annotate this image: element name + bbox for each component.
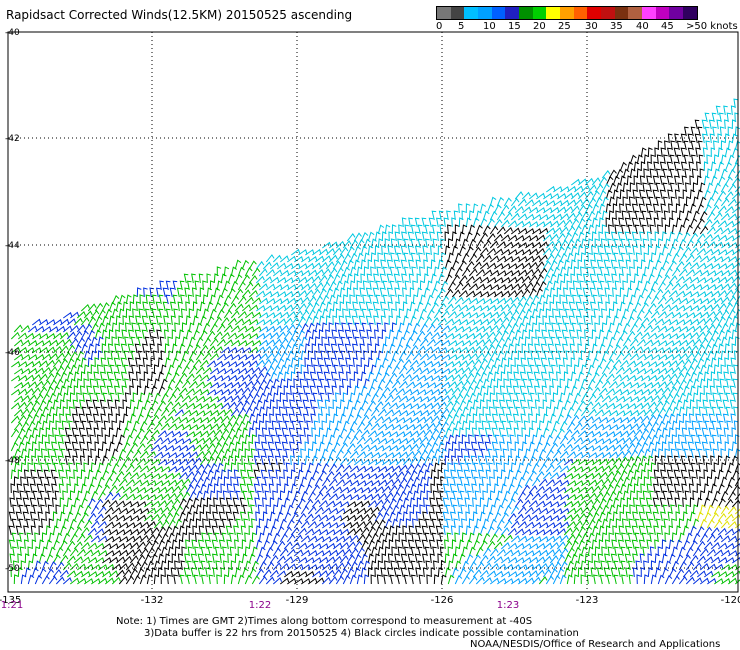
longitude-label: -123 bbox=[576, 595, 599, 606]
longitude-label: -135 bbox=[0, 595, 21, 606]
latitude-label: -44 bbox=[5, 241, 20, 251]
legend-swatch bbox=[683, 7, 697, 19]
legend-swatch bbox=[478, 7, 492, 19]
time-label: 1:22 bbox=[249, 600, 271, 611]
note-line-2: 3)Data buffer is 22 hrs from 20150525 4)… bbox=[144, 628, 579, 639]
legend-swatch bbox=[642, 7, 656, 19]
legend-swatch bbox=[505, 7, 520, 19]
legend-label: >50 knots bbox=[686, 21, 738, 32]
latitude-label: -46 bbox=[5, 348, 20, 358]
legend-swatch bbox=[628, 7, 643, 19]
legend-swatch bbox=[573, 7, 588, 19]
legend-swatch bbox=[669, 7, 684, 19]
legend-swatch bbox=[601, 7, 615, 19]
legend-swatch bbox=[437, 7, 451, 19]
legend-swatch bbox=[532, 7, 547, 19]
longitude-label: -132 bbox=[141, 595, 164, 606]
legend-swatch bbox=[464, 7, 479, 19]
longitude-label: -126 bbox=[431, 595, 454, 606]
legend-swatch bbox=[560, 7, 574, 19]
wind-barbs bbox=[8, 98, 740, 585]
legend-swatch bbox=[655, 7, 670, 19]
note-line-3: NOAA/NESDIS/Office of Research and Appli… bbox=[470, 639, 721, 650]
longitude-label: -120 bbox=[721, 595, 740, 606]
legend-swatch bbox=[614, 7, 629, 19]
legend-swatch bbox=[519, 7, 533, 19]
legend-color-bar bbox=[436, 6, 698, 20]
legend-label: 15 bbox=[508, 21, 521, 32]
longitude-label: -129 bbox=[286, 595, 309, 606]
map-frame bbox=[7, 31, 739, 593]
legend-swatch bbox=[587, 7, 602, 19]
legend-labels: 0 5 10 15 20 25 30 35 40 45 >50 knots bbox=[436, 20, 738, 34]
legend-swatch bbox=[546, 7, 561, 19]
legend-swatch bbox=[491, 7, 506, 19]
color-legend: 0 5 10 15 20 25 30 35 40 45 >50 knots bbox=[436, 6, 738, 34]
latitude-label: -42 bbox=[5, 134, 20, 144]
time-label: 1:21 bbox=[1, 600, 23, 611]
legend-label: 0 bbox=[436, 21, 443, 32]
legend-label: 45 bbox=[661, 21, 674, 32]
chart-title: Rapidsact Corrected Winds(12.5KM) 201505… bbox=[6, 8, 353, 22]
legend-label: 35 bbox=[610, 21, 623, 32]
legend-label: 25 bbox=[558, 21, 571, 32]
legend-label: 40 bbox=[636, 21, 649, 32]
latitude-label: -48 bbox=[5, 456, 20, 466]
note-line-1: Note: 1) Times are GMT 2)Times along bot… bbox=[116, 616, 533, 627]
axis-labels: -40 -42 -44 -46 -48 -50 -135 -132 -129 -126 -123 -1… bbox=[0, 28, 740, 611]
legend-label: 30 bbox=[585, 21, 598, 32]
map-grid bbox=[7, 31, 739, 593]
latitude-label: -40 bbox=[5, 28, 20, 38]
time-label: 1:23 bbox=[497, 600, 519, 611]
latitude-label: -50 bbox=[5, 564, 20, 574]
legend-swatch bbox=[450, 7, 465, 19]
legend-label: 5 bbox=[458, 21, 465, 32]
legend-label: 10 bbox=[483, 21, 496, 32]
legend-label: 20 bbox=[533, 21, 546, 32]
